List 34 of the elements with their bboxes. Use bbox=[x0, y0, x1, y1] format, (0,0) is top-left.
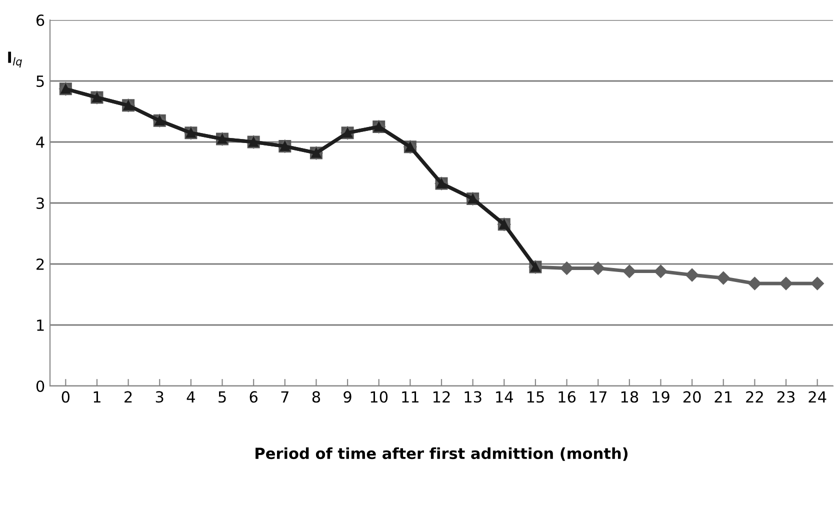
y-tick-label: 0 bbox=[36, 380, 44, 392]
y-tick-label: 3 bbox=[36, 197, 44, 210]
x-tick-label: 19 bbox=[652, 391, 670, 403]
x-tick-label: 9 bbox=[344, 391, 352, 403]
x-tick-label: 6 bbox=[250, 391, 258, 403]
x-tick-label: 2 bbox=[124, 391, 132, 402]
x-tick-label: 3 bbox=[156, 391, 164, 403]
x-tick-label: 12 bbox=[433, 391, 450, 402]
x-tick-label: 13 bbox=[464, 391, 482, 403]
x-tick-label: 21 bbox=[714, 391, 732, 402]
x-tick-label: 23 bbox=[777, 391, 795, 403]
x-tick-label: 24 bbox=[808, 391, 826, 402]
y-axis-title: I$_{lq}$ bbox=[8, 52, 22, 68]
x-tick-label: 17 bbox=[590, 391, 607, 402]
y-tick-label: 5 bbox=[36, 76, 44, 88]
x-tick-label: 1 bbox=[94, 391, 100, 402]
x-tick-label: 20 bbox=[683, 391, 701, 403]
x-tick-label: 14 bbox=[496, 391, 514, 402]
y-tick-label: 4 bbox=[36, 136, 44, 148]
x-tick-label: 16 bbox=[558, 391, 576, 403]
x-tick-label: 10 bbox=[370, 391, 388, 403]
x-tick-label: 22 bbox=[746, 391, 763, 402]
y-tick-label: 6 bbox=[36, 14, 44, 26]
x-tick-label: 11 bbox=[402, 391, 418, 402]
x-tick-label: 18 bbox=[621, 391, 638, 403]
x-tick-label: 15 bbox=[527, 391, 544, 403]
y-tick-label: 1 bbox=[37, 320, 44, 331]
x-tick-label: 8 bbox=[312, 391, 320, 403]
x-tick-label: 4 bbox=[186, 391, 195, 402]
y-tick-label: 2 bbox=[36, 258, 44, 270]
x-tick-label: 0 bbox=[62, 391, 70, 403]
x-tick-label: 7 bbox=[281, 391, 288, 402]
x-tick-label: 5 bbox=[218, 391, 226, 403]
x-axis-title: Period of time after first admittion (month) bbox=[256, 447, 628, 461]
